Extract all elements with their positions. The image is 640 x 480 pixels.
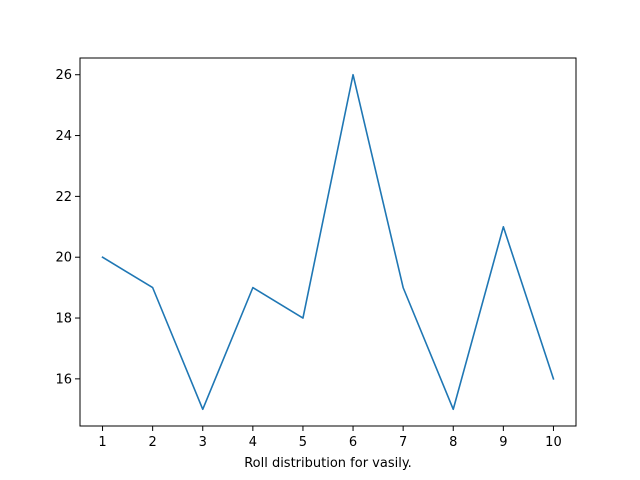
x-axis-label: Roll distribution for vasily. [244,456,412,471]
x-tick-label: 7 [399,435,407,450]
x-tick-label: 10 [545,435,562,450]
plot-frame [79,57,577,427]
y-tick-label: 18 [55,312,72,327]
x-tick-label: 9 [499,435,507,450]
x-tick-label: 2 [149,435,157,450]
x-tick-label: 5 [299,435,307,450]
y-tick-label: 16 [55,372,72,387]
x-tick-label: 8 [449,435,457,450]
x-tick-label: 3 [199,435,207,450]
y-tick-label: 26 [55,68,72,83]
series-line-1 [101,73,555,411]
plot-area [80,58,576,426]
x-tick-label: 6 [349,435,357,450]
y-tick-label: 22 [55,190,72,205]
x-tick-label: 4 [249,435,257,450]
x-tick-label: 1 [98,435,106,450]
x-axis-ticks: 1 2 3 4 5 6 7 8 9 10 [98,426,562,450]
y-axis-ticks: 16 18 20 22 24 26 [55,68,80,387]
y-tick-label: 24 [55,129,72,144]
y-tick-label: 20 [55,251,72,266]
